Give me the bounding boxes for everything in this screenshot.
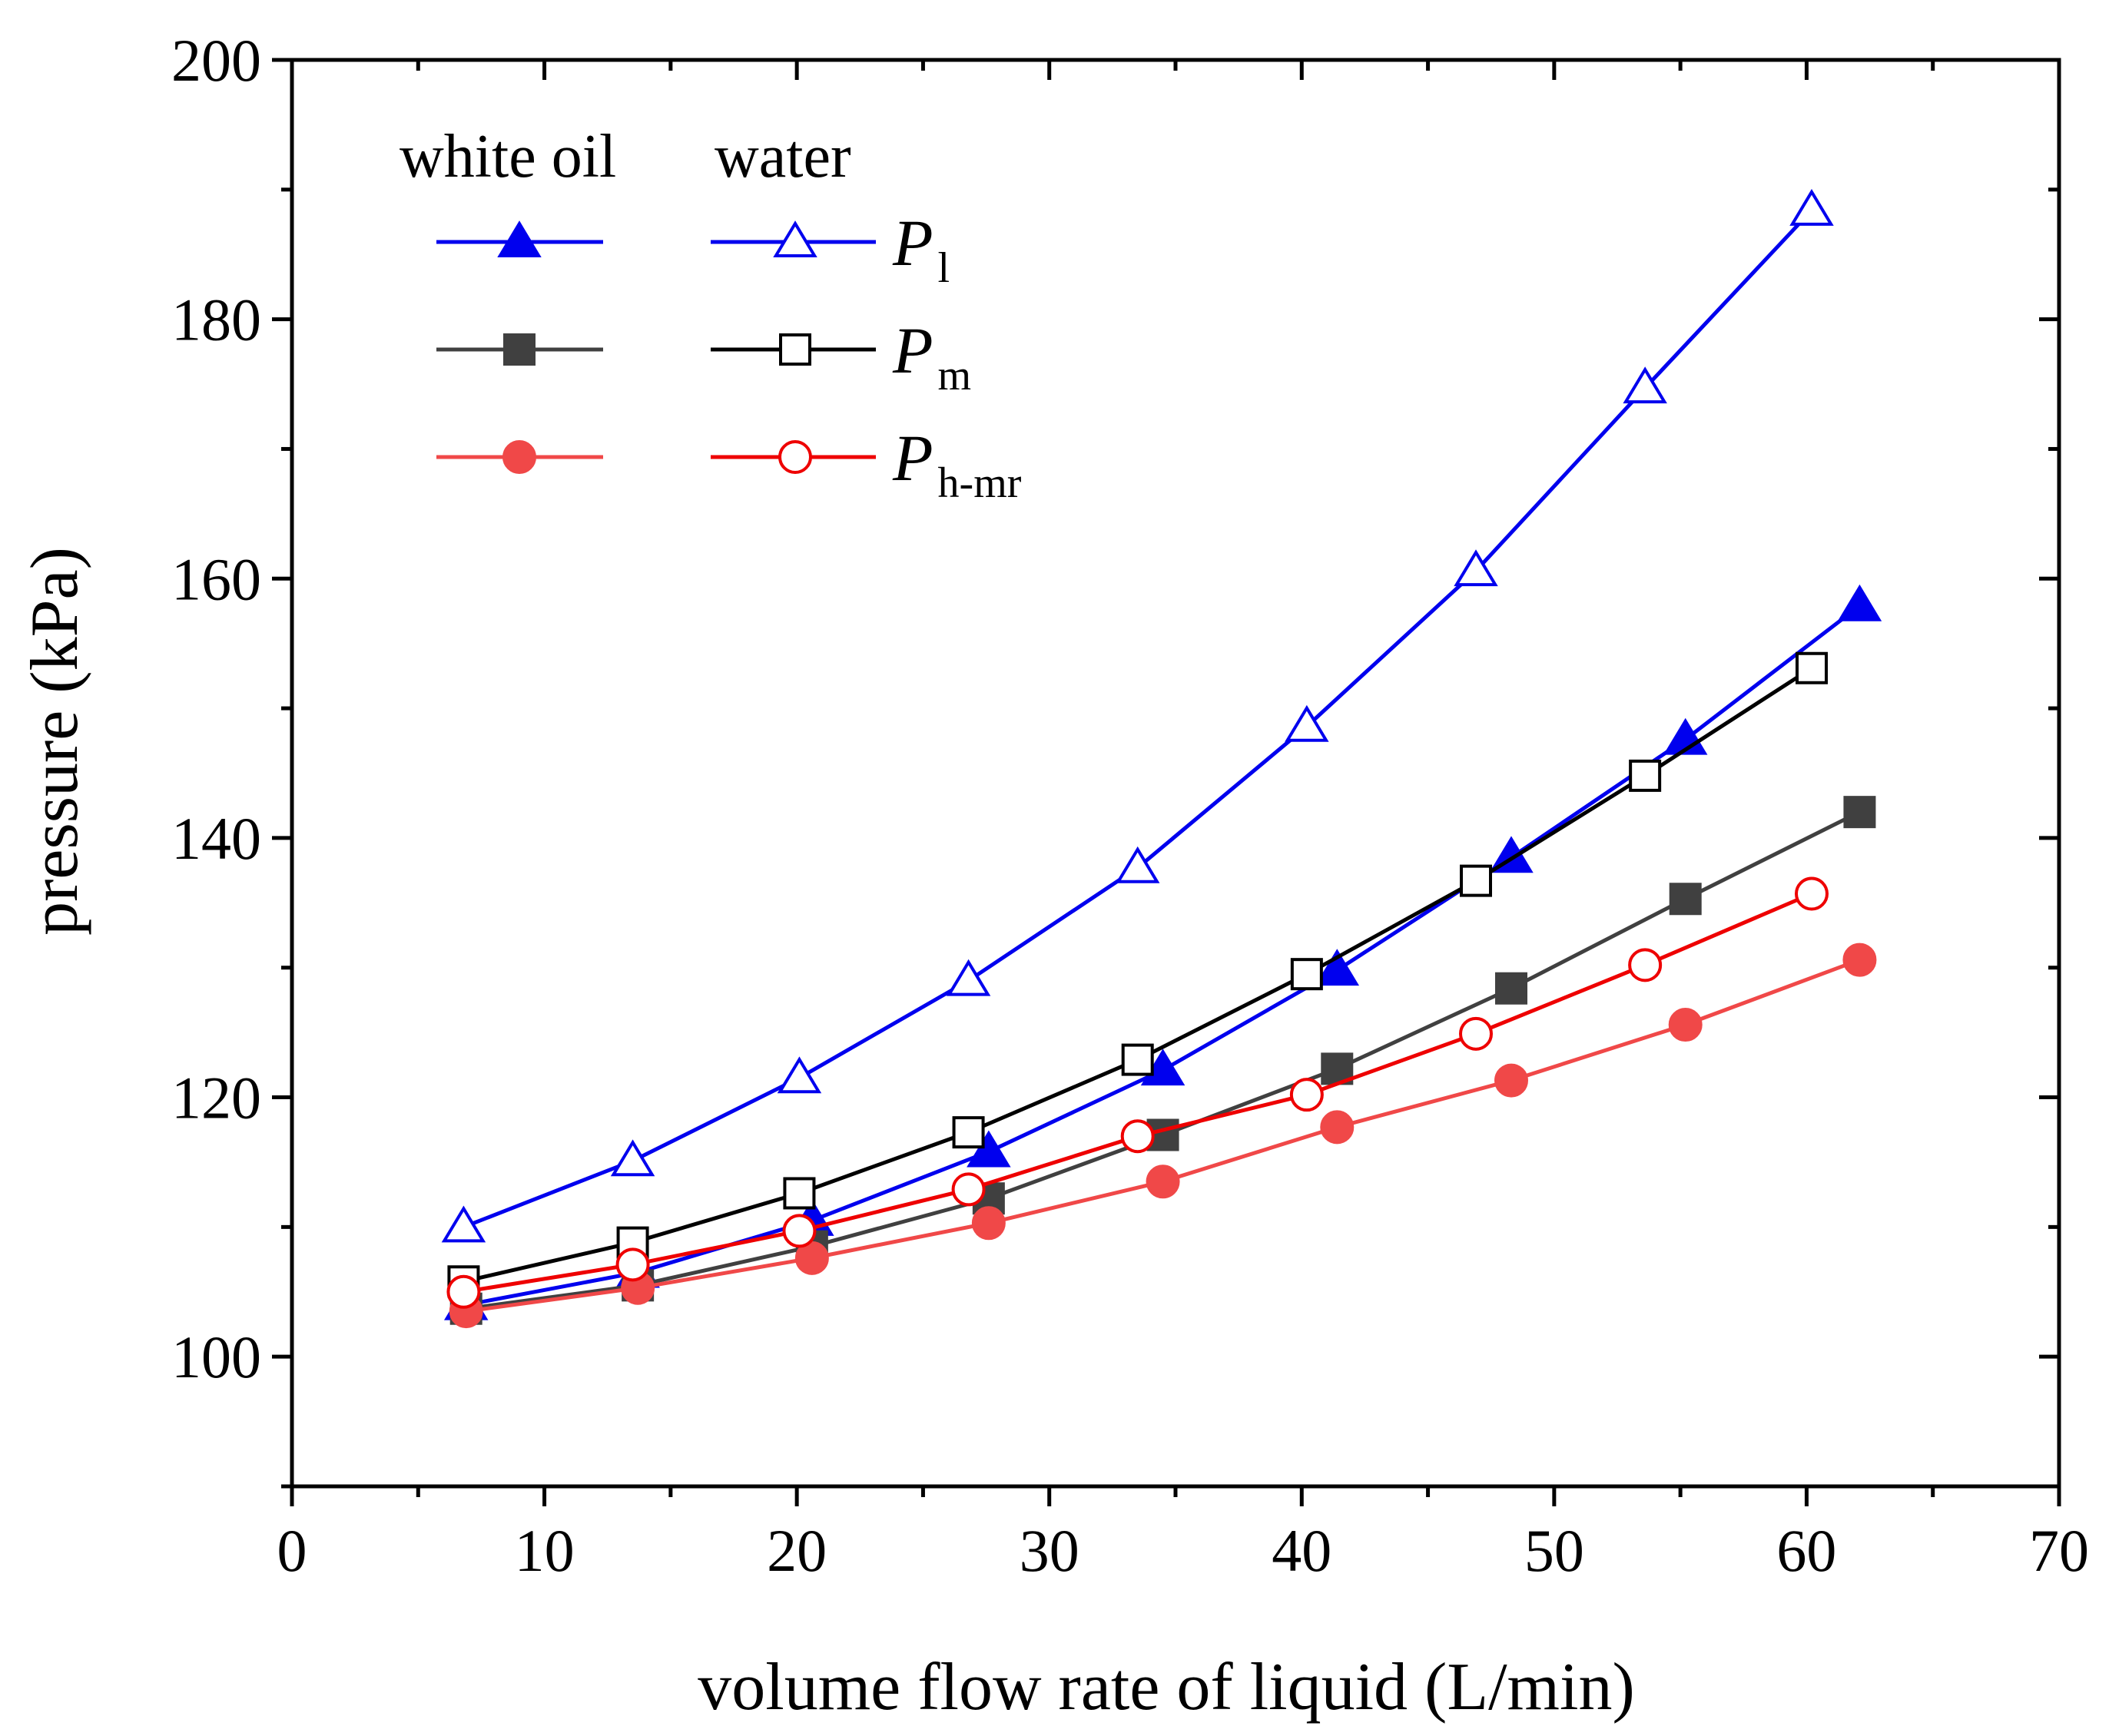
data-point <box>1121 1043 1154 1076</box>
data-point <box>1120 1119 1155 1154</box>
x-tick-label: 40 <box>1272 1517 1331 1584</box>
data-point <box>1460 864 1492 897</box>
y-tick-label: 100 <box>171 1324 261 1390</box>
data-point <box>1285 704 1329 742</box>
series-layer <box>441 188 1882 1329</box>
data-point <box>615 1247 650 1282</box>
data-point <box>1837 584 1882 621</box>
series-white-oil-p_h-mr <box>449 943 1877 1329</box>
data-point <box>1454 549 1498 587</box>
series-white-oil-p_l <box>443 584 1882 1320</box>
data-point <box>1796 651 1828 684</box>
x-tick-label: 60 <box>1776 1517 1836 1584</box>
y-tick-label: 140 <box>171 805 261 872</box>
y-tick-label: 120 <box>171 1065 261 1131</box>
data-point <box>777 1056 822 1094</box>
data-point <box>946 959 991 996</box>
data-point <box>1494 1063 1528 1098</box>
x-tick-label: 10 <box>515 1517 575 1584</box>
data-point <box>971 1206 1006 1241</box>
data-point <box>1795 876 1829 911</box>
y-tick-label: 180 <box>171 287 261 353</box>
data-point <box>783 1177 816 1210</box>
data-point <box>1320 1110 1355 1145</box>
legend-marker-water <box>773 220 817 257</box>
legend-label-subscript: h-mr <box>938 459 1022 507</box>
series-water-p_l <box>441 188 1834 1243</box>
data-point <box>1668 1008 1703 1042</box>
data-point <box>610 1139 655 1177</box>
legend-marker-white-oil <box>503 333 536 366</box>
legend-marker-water <box>778 440 812 474</box>
data-point <box>1146 1165 1180 1199</box>
data-point <box>1459 1016 1493 1051</box>
y-tick-label: 160 <box>171 545 261 612</box>
data-point <box>1789 188 1834 226</box>
x-tick-label: 20 <box>767 1517 827 1584</box>
data-point <box>1843 796 1876 829</box>
legend-header-white-oil: white oil <box>400 123 616 190</box>
data-point <box>441 1205 486 1243</box>
axis-tick-labels: 0 10 20 30 40 50 60 70 100 120 140 160 180 200 <box>171 27 2089 1584</box>
plot-border <box>290 58 2061 1489</box>
x-tick-label: 30 <box>1020 1517 1079 1584</box>
x-axis-title: volume flow rate of liquid (L/min) <box>698 1650 1635 1724</box>
x-tick-label: 0 <box>277 1517 307 1584</box>
data-point <box>1495 972 1527 1005</box>
data-point <box>1315 949 1360 986</box>
legend-marker-water <box>779 333 811 366</box>
data-point <box>1669 883 1702 916</box>
data-point <box>446 1274 481 1309</box>
data-point <box>1290 958 1323 991</box>
data-point <box>1629 759 1662 792</box>
legend-marker-white-oil <box>497 220 542 257</box>
series-water-p_h-mr <box>446 876 1829 1309</box>
legend-label-subscript: m <box>938 352 972 399</box>
data-point <box>967 1130 1011 1168</box>
x-tick-label: 50 <box>1524 1517 1584 1584</box>
data-point <box>782 1214 817 1248</box>
data-point <box>1623 366 1667 404</box>
x-tick-label: 70 <box>2029 1517 2089 1584</box>
data-point <box>1115 846 1160 883</box>
data-point <box>1842 943 1877 977</box>
plot-frame <box>290 58 2061 1489</box>
data-point <box>952 1116 985 1149</box>
data-point <box>794 1241 829 1275</box>
legend-label-subscript: l <box>938 244 950 292</box>
legend: white oil water P l P m P h-mr <box>400 123 1022 507</box>
y-tick-label: 200 <box>171 27 261 94</box>
data-point <box>951 1172 986 1207</box>
data-point <box>1289 1078 1324 1112</box>
axis-ticks <box>272 58 2061 1506</box>
data-point <box>1628 948 1663 982</box>
legend-marker-white-oil <box>502 440 536 474</box>
y-axis-title: pressure (kPa) <box>18 547 92 936</box>
legend-header-water: water <box>715 123 851 190</box>
